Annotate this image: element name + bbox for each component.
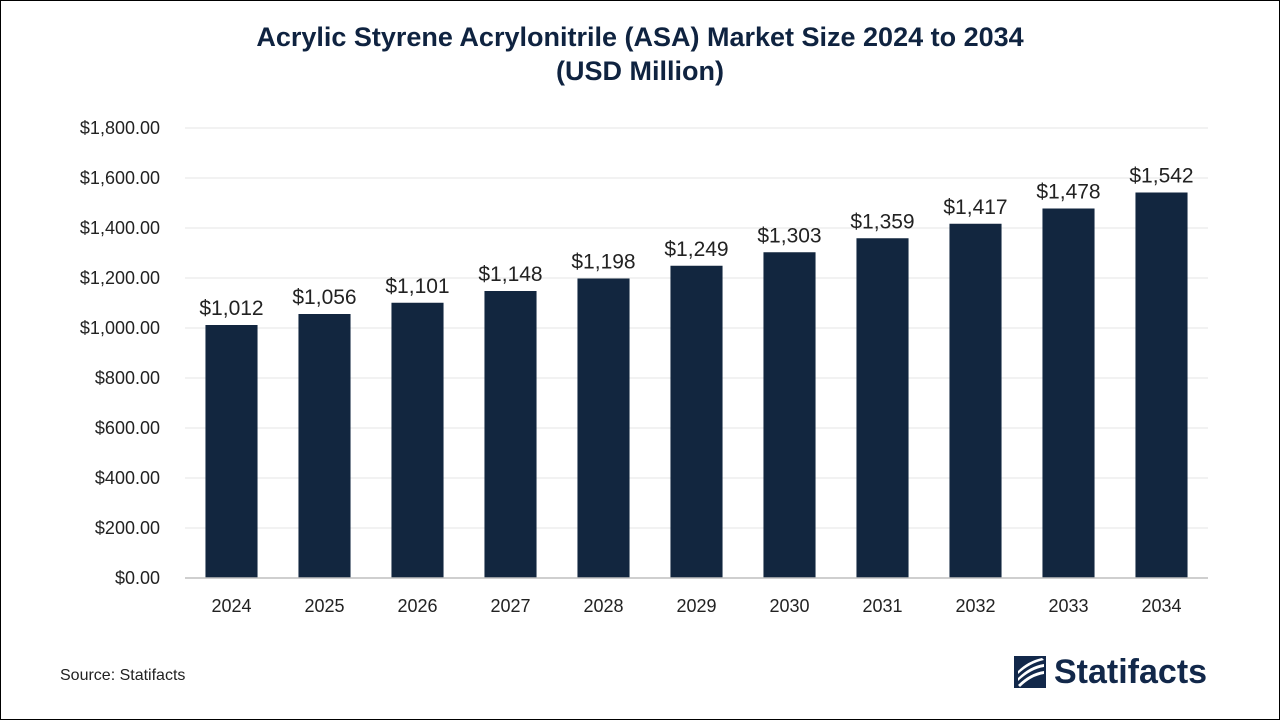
bars [205,192,1188,578]
data-labels: $1,012 $1,056 $1,101 $1,148 $1,198 $1,249 $1,3… [199,165,1193,321]
bar-value-label: $1,056 [292,286,356,309]
bar-value-label: $1,359 [850,210,914,233]
chart-title-line2: (USD Million) [556,56,724,86]
bar [670,265,723,578]
bar-value-label: $1,417 [943,196,1007,219]
bar-value-label: $1,303 [757,224,821,247]
x-axis-tick-labels: 2024 2025 2026 2027 2028 2029 2030 2031 2032 2033… [211,596,1181,616]
y-tick-label: $800.00 [95,368,160,388]
bar [391,302,444,578]
bar [1135,192,1188,578]
bar-value-label: $1,148 [478,263,542,286]
source-note: Source: Statifacts [60,667,186,684]
y-tick-label: $1,400.00 [80,218,160,238]
x-tick-label: 2034 [1141,596,1181,616]
bar [577,278,630,578]
bar [205,325,258,578]
chart-title: Acrylic Styrene Acrylonitrile (ASA) Mark… [0,20,1280,88]
statifacts-logo[interactable]: Statifacts [1012,650,1207,694]
y-tick-label: $1,600.00 [80,168,160,188]
y-tick-label: $1,200.00 [80,268,160,288]
bar [763,252,816,578]
bar-value-label: $1,198 [571,251,635,274]
bar-value-label: $1,478 [1036,181,1100,204]
bar-value-label: $1,249 [664,238,728,261]
y-tick-label: $1,000.00 [80,318,160,338]
y-tick-label: $200.00 [95,518,160,538]
bar [1042,208,1095,578]
bar-value-label: $1,101 [385,275,449,298]
statifacts-logo-text: Statifacts [1054,652,1208,691]
x-tick-label: 2025 [304,596,344,616]
x-tick-label: 2033 [1048,596,1088,616]
bar [298,314,351,578]
y-tick-label: $400.00 [95,468,160,488]
x-tick-label: 2030 [769,596,809,616]
x-tick-label: 2032 [955,596,995,616]
x-tick-label: 2031 [862,596,902,616]
y-tick-label: $1,800.00 [80,118,160,138]
bar [484,291,537,578]
bar [949,223,1002,578]
chart-title-line1: Acrylic Styrene Acrylonitrile (ASA) Mark… [256,22,1024,52]
statifacts-logo-icon [1014,656,1046,688]
y-axis-tick-labels: $0.00 $200.00 $400.00 $600.00 $800.00 $1,000.… [80,118,160,588]
bar-value-label: $1,012 [199,297,263,320]
bar [856,238,909,578]
x-tick-label: 2029 [676,596,716,616]
bar-value-label: $1,542 [1129,165,1193,188]
y-tick-label: $600.00 [95,418,160,438]
x-tick-label: 2024 [211,596,251,616]
y-tick-label: $0.00 [115,568,160,588]
x-tick-label: 2026 [397,596,437,616]
x-tick-label: 2028 [583,596,623,616]
x-tick-label: 2027 [490,596,530,616]
